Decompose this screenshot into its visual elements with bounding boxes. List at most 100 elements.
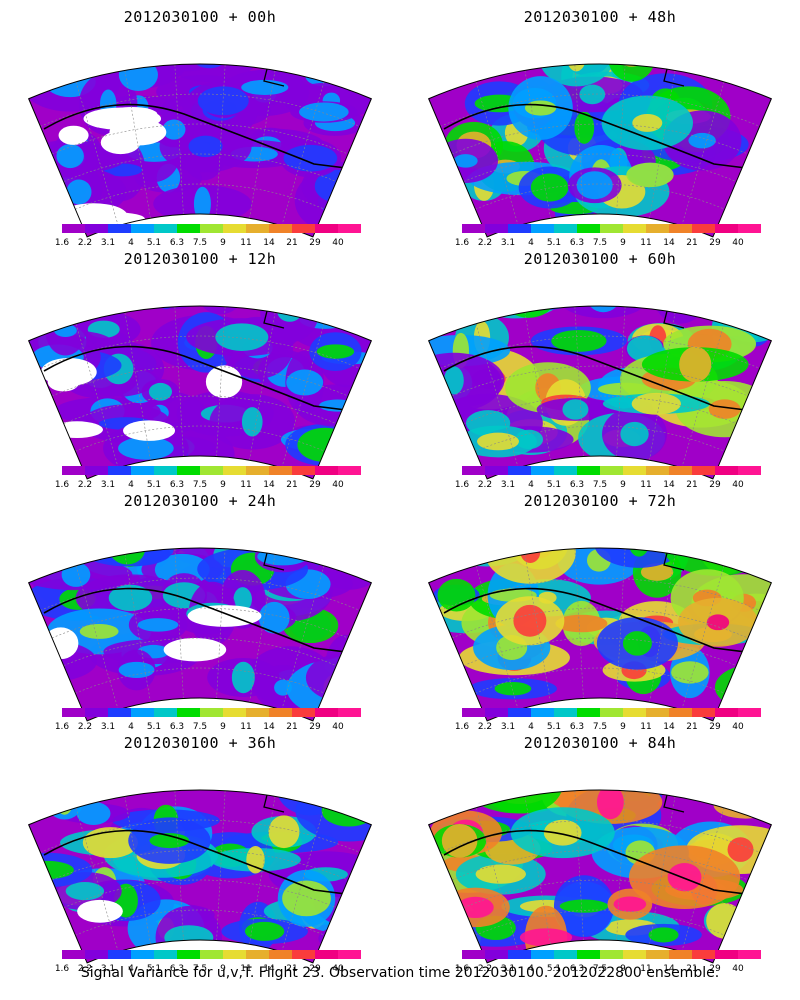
colorbar-tick-label: 7.5: [193, 238, 207, 248]
colorbar-segment: [62, 708, 85, 717]
colorbar-tick-label: 40: [332, 480, 344, 490]
colorbar-tick-label: 5.1: [547, 964, 561, 974]
colorbar-tick-label: 2.2: [478, 238, 492, 248]
colorbar-segment: [623, 224, 646, 233]
colorbar-segment: [131, 466, 154, 475]
colorbar-segment: [531, 224, 554, 233]
colorbar-segment: [623, 950, 646, 959]
colorbar-tick-label: 3.1: [101, 238, 115, 248]
colorbar-tick-label: 29: [709, 722, 721, 732]
colorbar-segment: [292, 224, 315, 233]
colorbar-segment: [738, 224, 761, 233]
colorbar-tick-label: 4: [528, 964, 534, 974]
colorbar-segment: [462, 708, 485, 717]
colorbar-tick-label: 21: [286, 238, 297, 248]
colorbar-segment: [485, 708, 508, 717]
colorbar-segment: [692, 224, 715, 233]
colorbar-segment: [462, 466, 485, 475]
colorbar-tick-label: 3.1: [101, 722, 115, 732]
map-panel-48h: [428, 63, 772, 238]
colorbar-84h: 1.6 2.2 3.1 4 5.1 6.3 7.5 9 11 14 21 29 40: [455, 950, 761, 974]
colorbar-segment: [669, 708, 692, 717]
colorbar-segment: [315, 708, 338, 717]
colorbar-tick-label: 4: [128, 480, 134, 490]
colorbar-tick-label: 9: [220, 722, 226, 732]
colorbar-segment: [292, 708, 315, 717]
colorbar-segment: [623, 466, 646, 475]
colorbar-tick-label: 5.1: [547, 238, 561, 248]
colorbar-tick-label: 14: [663, 238, 675, 248]
colorbar-tick-label: 6.3: [170, 964, 184, 974]
colorbar-segment: [315, 224, 338, 233]
colorbar-tick-label: 14: [263, 480, 275, 490]
colorbar-tick-label: 7.5: [193, 964, 207, 974]
colorbar-segment: [177, 466, 200, 475]
colorbar-tick-label: 1.6: [55, 480, 70, 490]
colorbar-tick-label: 2.2: [78, 722, 92, 732]
colorbar-tick-label: 21: [686, 238, 697, 248]
colorbar-segment: [531, 708, 554, 717]
colorbar-segment: [315, 466, 338, 475]
colorbar-tick-label: 4: [128, 238, 134, 248]
colorbar-segment: [177, 708, 200, 717]
colorbar-tick-label: 7.5: [593, 480, 607, 490]
colorbar-segment: [85, 224, 108, 233]
colorbar-segment: [131, 708, 154, 717]
colorbar-72h: 1.6 2.2 3.1 4 5.1 6.3 7.5 9 11 14 21 29 40: [455, 708, 761, 732]
colorbar-segment: [131, 224, 154, 233]
colorbar-segment: [200, 950, 223, 959]
colorbar-segment: [462, 224, 485, 233]
colorbar-tick-label: 40: [332, 964, 344, 974]
colorbar-segment: [715, 224, 738, 233]
colorbar-segment: [738, 950, 761, 959]
colorbar-tick-label: 6.3: [570, 480, 584, 490]
colorbar-tick-label: 1.6: [55, 964, 70, 974]
colorbar-segment: [223, 950, 246, 959]
colorbar-tick-label: 21: [286, 722, 297, 732]
colorbar-segment: [62, 466, 85, 475]
colorbar-tick-label: 29: [309, 480, 321, 490]
colorbar-tick-label: 11: [240, 480, 251, 490]
colorbar-tick-label: 5.1: [147, 238, 161, 248]
colorbar-segment: [269, 224, 292, 233]
colorbar-segment: [531, 466, 554, 475]
colorbar-tick-label: 6.3: [570, 964, 584, 974]
colorbar-tick-label: 5.1: [147, 964, 161, 974]
colorbar-tick-label: 1.6: [55, 722, 70, 732]
colorbar-tick-label: 7.5: [593, 722, 607, 732]
colorbar-segment: [485, 224, 508, 233]
colorbar-segment: [554, 950, 577, 959]
colorbar-segment: [154, 950, 177, 959]
colorbar-segment: [246, 224, 269, 233]
colorbar-segment: [200, 466, 223, 475]
colorbar-tick-label: 3.1: [501, 964, 515, 974]
colorbar-tick-label: 6.3: [570, 722, 584, 732]
colorbar-tick-label: 7.5: [593, 238, 607, 248]
colorbar-tick-label: 7.5: [193, 480, 207, 490]
colorbar-segment: [508, 466, 531, 475]
colorbar-tick-label: 11: [640, 480, 651, 490]
colorbar-segment: [338, 950, 361, 959]
colorbar-segment: [669, 950, 692, 959]
colorbar-tick-label: 40: [732, 964, 744, 974]
colorbar-tick-label: 21: [286, 480, 297, 490]
colorbar-segment: [600, 224, 623, 233]
colorbar-segment: [177, 950, 200, 959]
colorbar-tick-label: 40: [732, 480, 744, 490]
panel-title-84h: 2012030100 + 84h: [523, 734, 677, 752]
colorbar-tick-label: 14: [263, 238, 275, 248]
map-panel-0h: [28, 63, 372, 238]
colorbar-segment: [485, 466, 508, 475]
colorbar-segment: [108, 224, 131, 233]
colorbar-tick-label: 6.3: [170, 238, 184, 248]
colorbar-tick-label: 21: [686, 480, 697, 490]
colorbar-tick-label: 14: [663, 722, 675, 732]
colorbar-segment: [269, 708, 292, 717]
colorbar-segment: [223, 224, 246, 233]
colorbar-tick-label: 2.2: [78, 480, 92, 490]
colorbar-segment: [85, 950, 108, 959]
colorbar-segment: [338, 224, 361, 233]
colorbar-segment: [554, 224, 577, 233]
colorbar-tick-label: 29: [309, 722, 321, 732]
colorbar-tick-label: 9: [620, 964, 626, 974]
